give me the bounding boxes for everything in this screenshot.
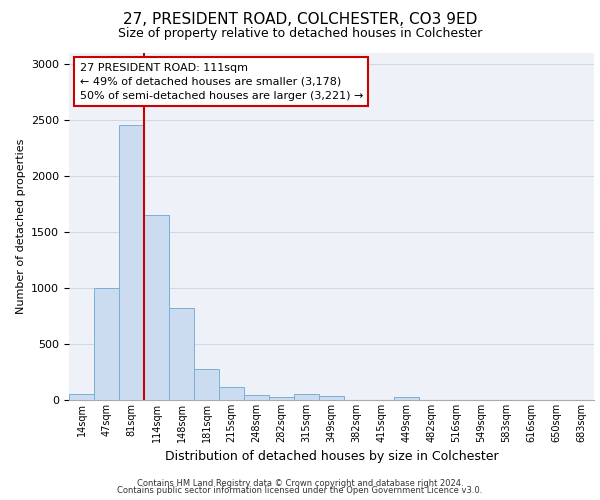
Bar	[244, 395, 269, 400]
Bar	[119, 126, 144, 400]
Text: Size of property relative to detached houses in Colchester: Size of property relative to detached ho…	[118, 28, 482, 40]
Y-axis label: Number of detached properties: Number of detached properties	[16, 138, 26, 314]
Text: Contains HM Land Registry data © Crown copyright and database right 2024.: Contains HM Land Registry data © Crown c…	[137, 478, 463, 488]
Text: 27, PRESIDENT ROAD, COLCHESTER, CO3 9ED: 27, PRESIDENT ROAD, COLCHESTER, CO3 9ED	[123, 12, 477, 28]
Bar	[169, 308, 194, 400]
Text: Contains public sector information licensed under the Open Government Licence v3: Contains public sector information licen…	[118, 486, 482, 495]
Bar	[269, 396, 294, 400]
Bar	[394, 397, 419, 400]
Text: 27 PRESIDENT ROAD: 111sqm
← 49% of detached houses are smaller (3,178)
50% of se: 27 PRESIDENT ROAD: 111sqm ← 49% of detac…	[79, 63, 363, 101]
Bar	[69, 394, 94, 400]
Bar	[94, 288, 119, 400]
X-axis label: Distribution of detached houses by size in Colchester: Distribution of detached houses by size …	[164, 450, 499, 464]
Bar	[319, 396, 344, 400]
Bar	[219, 386, 244, 400]
Bar	[294, 394, 319, 400]
Bar	[194, 369, 219, 400]
Bar	[144, 215, 169, 400]
